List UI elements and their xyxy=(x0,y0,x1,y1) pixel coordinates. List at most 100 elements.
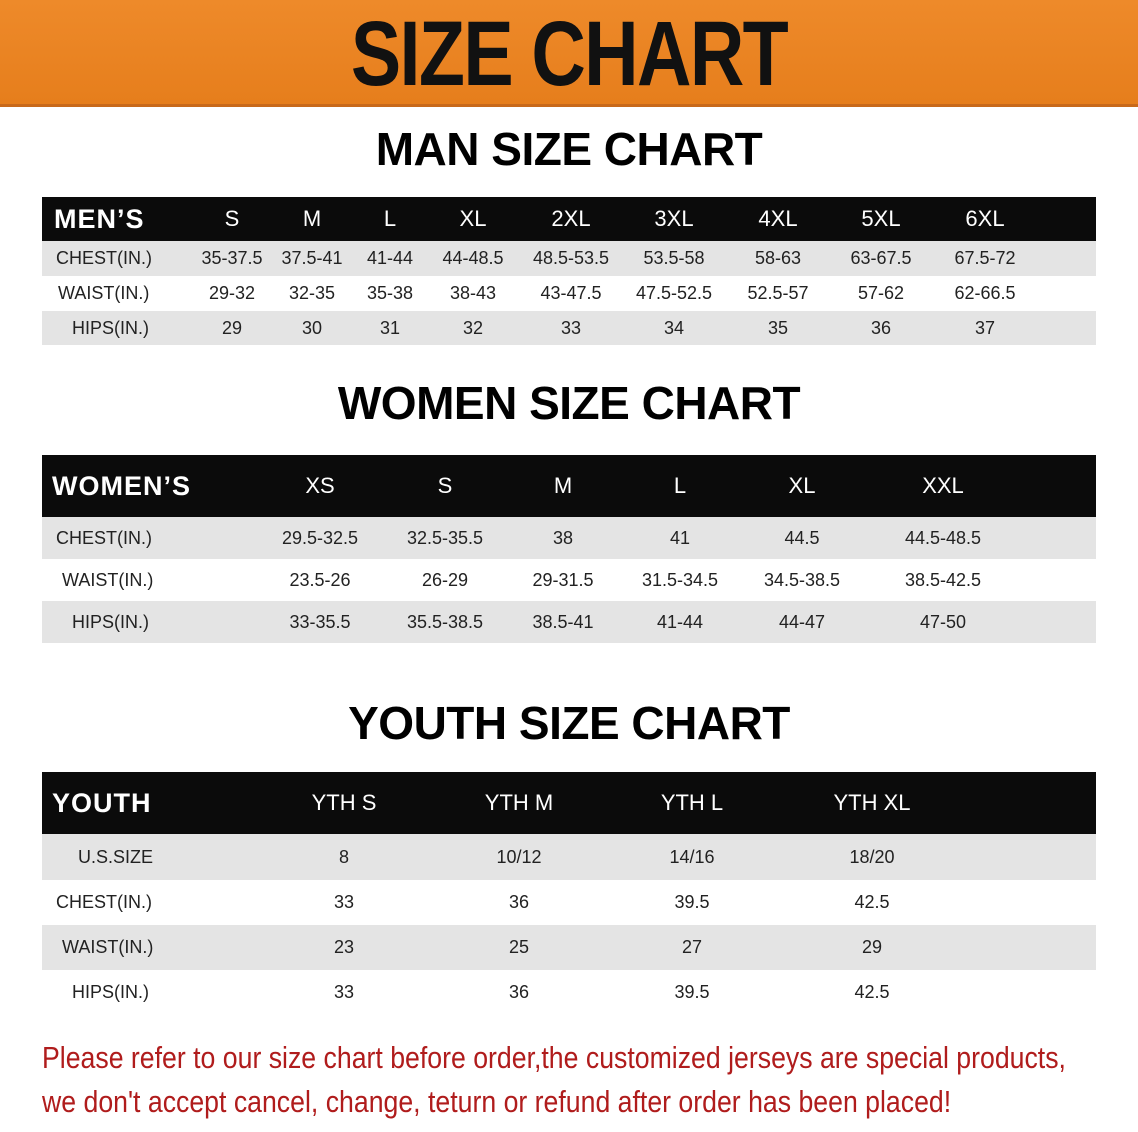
table-row: HIPS(IN.) 33-35.5 35.5-38.5 38.5-41 41-44 44-… xyxy=(42,601,1096,643)
table-cell: 39.5 xyxy=(674,982,710,1002)
table-cell: 34.5-38.5 xyxy=(763,569,841,590)
table-row: CHEST(IN.) 35-37.5 37.5-41 41-44 44-48.5 48.5… xyxy=(42,241,1096,276)
table-cell: 53.5-58 xyxy=(643,248,705,268)
size-header-cell: L xyxy=(673,473,687,498)
size-header-cell: XXL xyxy=(922,473,964,498)
table-cell: 32 xyxy=(462,317,484,338)
table-row: WAIST(IN.) 23 25 27 29 xyxy=(42,925,1096,970)
table-cell: 38.5-42.5 xyxy=(904,569,982,590)
size-header-cell: XL xyxy=(459,206,487,231)
row-label: WAIST(IN.) xyxy=(62,569,154,590)
table-cell: 44-47 xyxy=(778,611,826,632)
youth-section-title: YOUTH SIZE CHART xyxy=(348,697,790,749)
table-row: HIPS(IN.) 33 36 39.5 42.5 xyxy=(42,970,1096,1015)
size-header-cell: 2XL xyxy=(551,206,591,231)
table-cell: 33 xyxy=(333,892,355,912)
table-cell: 25 xyxy=(508,937,530,957)
table-cell: 29-32 xyxy=(208,283,256,303)
youth-header-row: YOUTH YTH S YTH M YTH L YTH XL xyxy=(42,772,1096,834)
table-cell: 10/12 xyxy=(496,846,542,867)
notice-line-2: we don't accept cancel, change, teturn o… xyxy=(42,1084,952,1119)
table-cell: 32.5-35.5 xyxy=(406,527,484,548)
table-cell: 47.5-52.5 xyxy=(635,283,713,303)
table-cell: 38-43 xyxy=(449,283,497,303)
row-label: HIPS(IN.) xyxy=(72,317,150,338)
table-cell: 43-47.5 xyxy=(540,283,602,303)
banner: SIZE CHART xyxy=(0,0,1138,107)
size-header-cell: L xyxy=(383,206,397,231)
table-title-cell: MEN’S xyxy=(54,203,145,234)
table-cell: 48.5-53.5 xyxy=(532,248,610,268)
men-section-title: MAN SIZE CHART xyxy=(375,123,763,175)
table-cell: 29 xyxy=(221,317,243,338)
row-label: U.S.SIZE xyxy=(78,846,154,867)
table-cell: 41-44 xyxy=(656,611,704,632)
table-row: WAIST(IN.) 29-32 32-35 35-38 38-43 43-47.5 47.… xyxy=(42,276,1096,311)
size-header-cell: XL xyxy=(788,473,816,498)
table-cell: 44-48.5 xyxy=(442,248,504,268)
size-header-cell: S xyxy=(437,473,453,498)
banner-title: SIZE CHART xyxy=(350,3,789,105)
table-cell: 31.5-34.5 xyxy=(641,569,719,590)
table-cell: 35 xyxy=(767,317,789,338)
table-cell: 36 xyxy=(508,892,530,912)
table-cell: 41 xyxy=(669,527,691,548)
table-row: WAIST(IN.) 23.5-26 26-29 29-31.5 31.5-34.5 34… xyxy=(42,559,1096,601)
table-cell: 42.5 xyxy=(854,982,890,1002)
size-header-cell: S xyxy=(224,206,240,231)
table-cell: 29 xyxy=(861,937,883,957)
size-header-cell: M xyxy=(553,473,573,498)
table-cell: 29-31.5 xyxy=(532,569,594,590)
table-cell: 38.5-41 xyxy=(532,611,594,632)
size-header-cell: XS xyxy=(305,473,335,498)
row-label: HIPS(IN.) xyxy=(72,982,150,1002)
table-title-cell: YOUTH xyxy=(52,787,152,818)
table-cell: 58-63 xyxy=(754,248,802,268)
table-cell: 63-67.5 xyxy=(850,248,912,268)
size-header-cell: 3XL xyxy=(654,206,694,231)
table-row: HIPS(IN.) 29 30 31 32 33 34 35 36 37 xyxy=(42,311,1096,345)
table-cell: 23.5-26 xyxy=(289,569,351,590)
table-cell: 42.5 xyxy=(854,892,890,912)
table-cell: 39.5 xyxy=(674,892,710,912)
table-cell: 35-38 xyxy=(366,283,414,303)
size-header-cell: 4XL xyxy=(758,206,798,231)
row-label: WAIST(IN.) xyxy=(58,283,150,303)
youth-size-table: YOUTH YTH S YTH M YTH L YTH XL U.S.SIZE 8 10/12… xyxy=(42,772,1096,1015)
table-cell: 33 xyxy=(560,317,582,338)
men-header-row: MEN’S S M L XL 2XL 3XL 4XL 5XL 6XL xyxy=(42,197,1096,241)
size-header-cell: 5XL xyxy=(861,206,901,231)
row-label: CHEST(IN.) xyxy=(56,892,152,912)
table-cell: 57-62 xyxy=(857,283,905,303)
table-title-cell: WOMEN’S xyxy=(52,470,191,501)
table-cell: 35-37.5 xyxy=(201,248,263,268)
table-cell: 8 xyxy=(338,846,350,867)
size-header-cell: YTH M xyxy=(484,790,554,815)
table-cell: 37 xyxy=(974,317,996,338)
table-cell: 33 xyxy=(333,982,355,1002)
table-row: CHEST(IN.) 33 36 39.5 42.5 xyxy=(42,880,1096,925)
table-cell: 36 xyxy=(870,317,892,338)
table-cell: 36 xyxy=(508,982,530,1002)
table-cell: 31 xyxy=(379,317,401,338)
size-header-cell: YTH L xyxy=(660,790,724,815)
women-size-table: WOMEN’S XS S M L XL XXL CHEST(IN.) 29.5-32.5 32.5… xyxy=(42,455,1096,643)
table-cell: 30 xyxy=(301,317,323,338)
size-header-cell: YTH XL xyxy=(833,790,911,815)
size-header-cell: 6XL xyxy=(965,206,1005,231)
table-cell: 44.5 xyxy=(784,527,820,548)
table-cell: 14/16 xyxy=(669,846,715,867)
men-size-table: MEN’S S M L XL 2XL 3XL 4XL 5XL 6XL CHEST(IN.) 35-37… xyxy=(42,197,1096,345)
table-row: U.S.SIZE 8 10/12 14/16 18/20 xyxy=(42,834,1096,880)
table-cell: 37.5-41 xyxy=(281,248,343,268)
row-label: CHEST(IN.) xyxy=(56,248,152,268)
notice-line-1: Please refer to our size chart before or… xyxy=(42,1040,1066,1075)
table-row: CHEST(IN.) 29.5-32.5 32.5-35.5 38 41 44.5 44.5… xyxy=(42,517,1096,559)
table-cell: 38 xyxy=(552,527,574,548)
table-cell: 62-66.5 xyxy=(954,283,1016,303)
table-cell: 32-35 xyxy=(288,283,336,303)
women-header-row: WOMEN’S XS S M L XL XXL xyxy=(42,455,1096,517)
table-cell: 35.5-38.5 xyxy=(406,611,484,632)
table-cell: 18/20 xyxy=(849,846,895,867)
size-header-cell: YTH S xyxy=(311,790,377,815)
